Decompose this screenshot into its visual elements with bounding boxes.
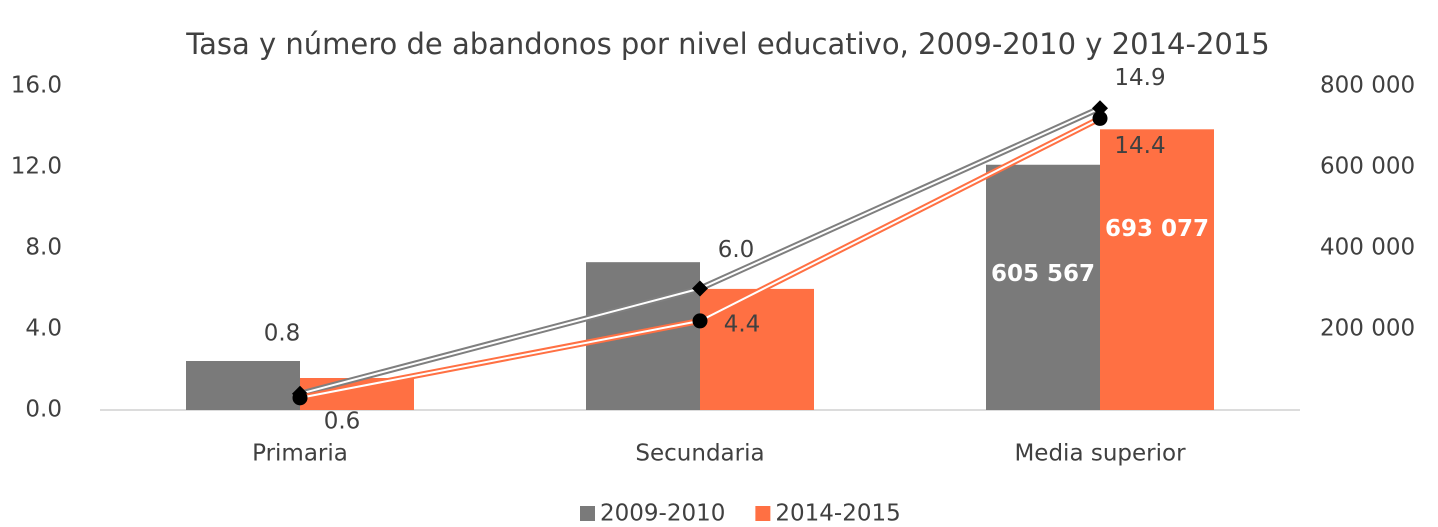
legend-swatch xyxy=(755,506,771,521)
y2-tick-label: 800 000 xyxy=(1320,73,1415,99)
bar-value-label: 605 567 xyxy=(991,261,1095,287)
y-tick-label: 16.0 xyxy=(11,73,62,99)
line-value-label: 0.8 xyxy=(264,320,301,346)
y-tick-label: 4.0 xyxy=(25,316,62,342)
legend-swatch xyxy=(580,506,595,521)
y2-tick-label: 600 000 xyxy=(1320,154,1415,180)
marker xyxy=(292,390,308,406)
line-value-label: 6.0 xyxy=(718,237,755,263)
chart-title: Tasa y número de abandonos por nivel edu… xyxy=(185,27,1270,61)
marker xyxy=(1092,110,1108,126)
bar xyxy=(700,288,814,410)
y-tick-label: 0.0 xyxy=(25,397,62,423)
bar-value-label: 693 077 xyxy=(1105,216,1209,242)
marker xyxy=(692,313,708,329)
y-tick-label: 8.0 xyxy=(25,235,62,261)
x-tick-label: Media superior xyxy=(1014,441,1186,467)
line-value-label: 14.4 xyxy=(1114,133,1165,159)
line-value-label: 14.9 xyxy=(1114,65,1165,91)
bar xyxy=(986,164,1100,410)
x-tick-label: Secundaria xyxy=(635,441,764,467)
line-value-label: 4.4 xyxy=(724,311,761,337)
bar xyxy=(186,360,300,410)
legend-label: 2014-2015 xyxy=(775,501,900,527)
marker xyxy=(692,280,708,297)
line-value-label: 0.6 xyxy=(324,408,361,434)
y-tick-label: 12.0 xyxy=(11,154,62,180)
y2-tick-label: 400 000 xyxy=(1320,235,1415,261)
bar xyxy=(1100,129,1214,410)
bar xyxy=(586,262,700,410)
y2-tick-label: 200 000 xyxy=(1320,316,1415,342)
x-tick-label: Primaria xyxy=(252,441,348,467)
legend-label: 2009-2010 xyxy=(600,501,725,527)
